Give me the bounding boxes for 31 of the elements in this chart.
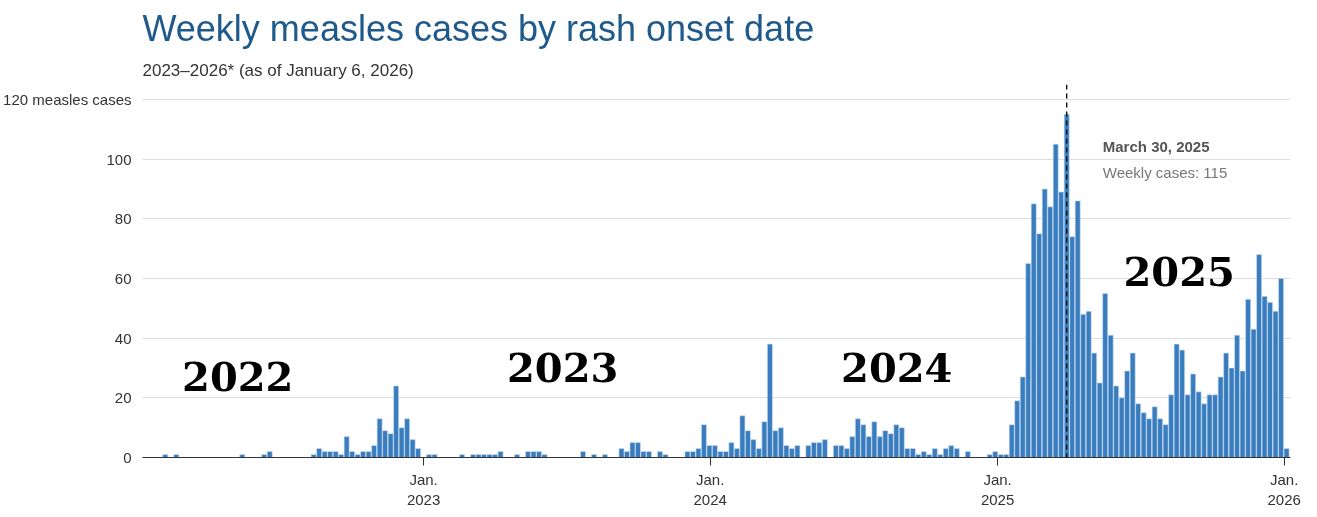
bar — [618, 448, 625, 458]
x-tick-label: Jan. 2026 — [1267, 470, 1301, 508]
bar — [684, 451, 691, 458]
chart-subtitle: 2023–2026* (as of January 6, 2026) — [142, 60, 414, 80]
bar — [459, 454, 465, 458]
annotation: Weekly cases: 115 — [1102, 164, 1228, 182]
bar — [173, 454, 180, 458]
bar — [239, 454, 246, 458]
annotation: 2025 — [1123, 247, 1235, 295]
y-tick-label: 100 — [106, 150, 132, 168]
y-tick-label: 0 — [123, 449, 132, 466]
bar — [162, 454, 169, 458]
chart-title: Weekly measles cases by rash onset date — [142, 7, 815, 49]
y-tick-label: 120 measles cases — [3, 90, 132, 108]
bar — [602, 454, 608, 458]
y-tick-label: 40 — [114, 329, 132, 347]
annotation: March 30, 2025 — [1102, 138, 1210, 156]
bar — [580, 451, 586, 458]
bar — [591, 454, 597, 458]
annotation: 2024 — [841, 344, 953, 392]
y-tick-label: 80 — [114, 210, 132, 228]
x-tick-label: Jan. 2024 — [693, 470, 727, 508]
annotation: 2022 — [182, 353, 294, 401]
y-tick-label: 20 — [114, 389, 132, 407]
bar — [805, 445, 812, 458]
annotation: 2023 — [507, 344, 619, 392]
x-tick-label: Jan. 2025 — [980, 470, 1015, 508]
bar — [964, 451, 971, 458]
x-tick-label: Jan. 2023 — [406, 470, 441, 508]
y-tick-label: 60 — [114, 269, 132, 287]
bar — [514, 454, 520, 458]
